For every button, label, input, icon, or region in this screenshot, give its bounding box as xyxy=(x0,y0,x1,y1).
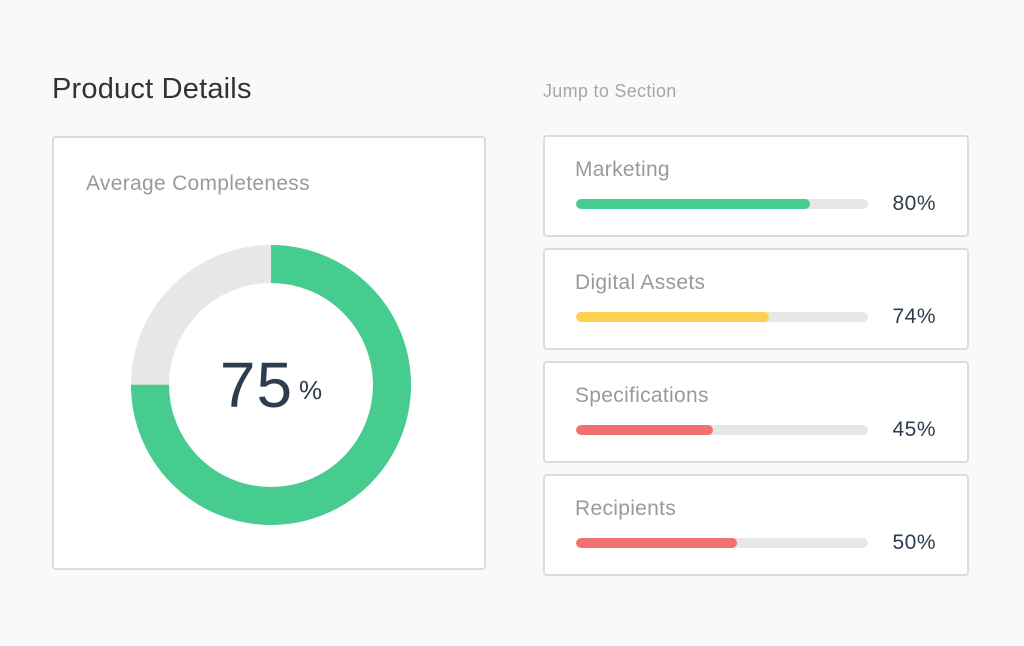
progress-track xyxy=(576,425,868,435)
section-name: Specifications xyxy=(575,384,709,407)
section-name: Digital Assets xyxy=(575,271,706,294)
section-percent: 74% xyxy=(892,305,936,328)
section-card-digital-assets[interactable]: Digital Assets 74% xyxy=(543,248,969,350)
section-card-specifications[interactable]: Specifications 45% xyxy=(543,361,969,463)
section-percent: 80% xyxy=(892,192,936,215)
donut-progress-arc xyxy=(131,245,411,525)
completeness-donut: 75 % xyxy=(130,244,412,531)
progress-fill xyxy=(576,199,810,209)
section-percent: 45% xyxy=(892,418,936,441)
section-name: Marketing xyxy=(575,158,670,181)
section-name: Recipients xyxy=(575,497,677,520)
average-completeness-card: Average Completeness 75 % xyxy=(52,136,486,570)
progress-track xyxy=(576,312,868,322)
section-card-recipients[interactable]: Recipients 50% xyxy=(543,474,969,576)
progress-track xyxy=(576,538,868,548)
section-card-marketing[interactable]: Marketing 80% xyxy=(543,135,969,237)
progress-fill xyxy=(576,425,714,435)
average-completeness-title: Average Completeness xyxy=(86,172,310,195)
progress-track xyxy=(576,199,868,209)
jump-to-section-label: Jump to Section xyxy=(543,81,677,101)
progress-fill xyxy=(576,538,737,548)
page-title: Product Details xyxy=(52,73,252,105)
section-percent: 50% xyxy=(892,531,936,554)
progress-fill xyxy=(576,312,769,322)
donut-chart xyxy=(131,245,411,525)
